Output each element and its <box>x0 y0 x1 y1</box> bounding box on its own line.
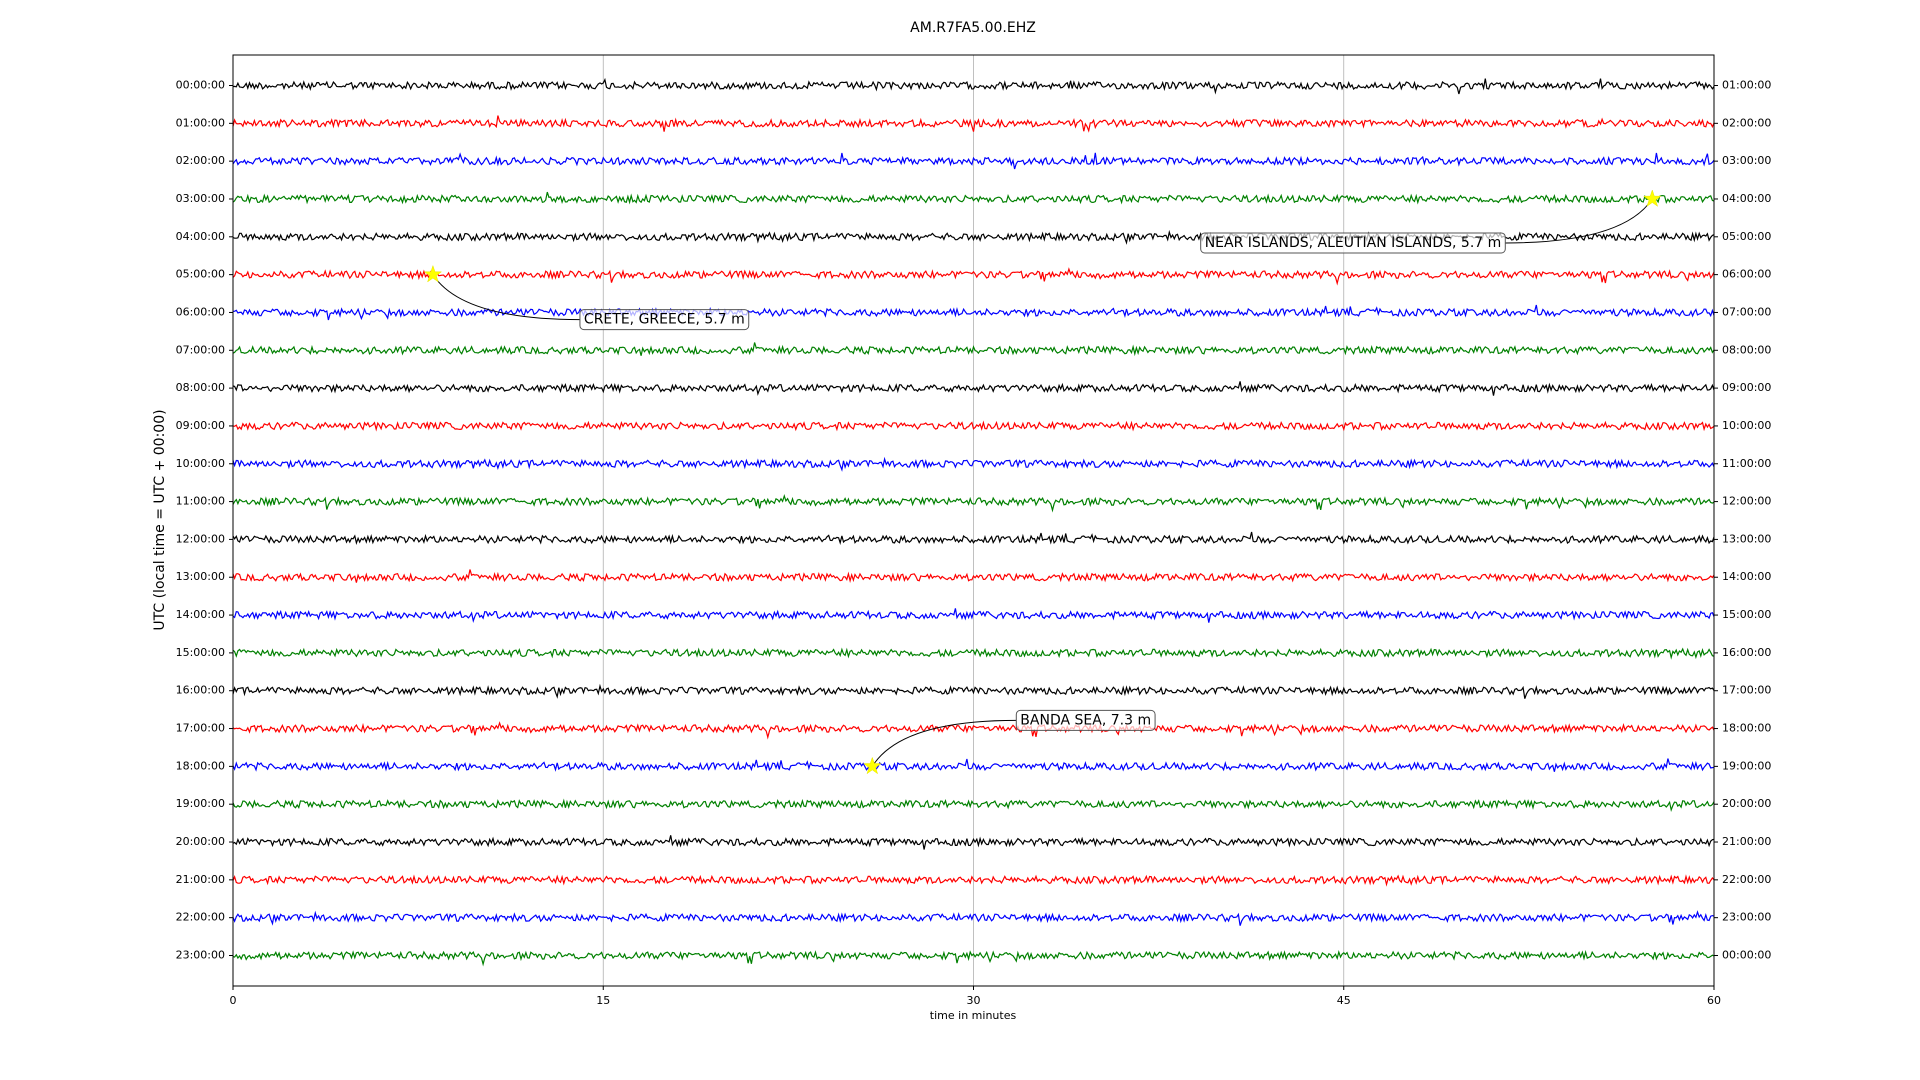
annotation-connector <box>432 274 580 321</box>
seismic-trace <box>232 758 1715 772</box>
x-tick-label: 30 <box>967 994 981 1007</box>
row-label-right: 16:00:00 <box>1722 646 1771 659</box>
seismic-trace <box>232 531 1715 546</box>
row-label-right: 00:00:00 <box>1722 949 1771 962</box>
seismic-trace <box>233 304 1715 321</box>
annotation-box <box>1200 232 1506 254</box>
annotation-label: CRETE, GREECE, 5.7 m <box>584 312 745 328</box>
seismic-trace <box>232 77 1715 95</box>
x-tick-label: 45 <box>1337 994 1351 1007</box>
seismic-trace <box>232 608 1715 623</box>
row-label-left: 17:00:00 <box>176 722 225 735</box>
event-star <box>1642 189 1662 207</box>
event-star <box>423 264 443 283</box>
row-label-left: 07:00:00 <box>176 343 225 356</box>
row-label-right: 01:00:00 <box>1722 79 1771 92</box>
chart-title: AM.R7FA5.00.EHZ <box>910 20 1036 36</box>
seismic-trace <box>232 647 1715 660</box>
x-axis-label: time in minutes <box>930 1009 1017 1022</box>
seismic-trace <box>232 569 1715 584</box>
row-label-right: 05:00:00 <box>1722 230 1771 243</box>
row-label-left: 00:00:00 <box>176 79 225 92</box>
row-label-right: 15:00:00 <box>1722 608 1771 621</box>
row-label-left: 18:00:00 <box>176 759 225 772</box>
row-label-left: 14:00:00 <box>176 608 225 621</box>
row-label-left: 09:00:00 <box>176 419 225 432</box>
y-axis-label: UTC (local time = UTC + 00:00) <box>152 409 168 630</box>
seismic-trace <box>232 191 1715 205</box>
row-label-right: 03:00:00 <box>1722 154 1771 167</box>
row-label-right: 12:00:00 <box>1722 495 1771 508</box>
x-tick-label: 15 <box>596 994 610 1007</box>
row-label-right: 02:00:00 <box>1722 116 1771 129</box>
event-star <box>862 756 882 775</box>
row-label-left: 12:00:00 <box>176 532 225 545</box>
seismic-trace <box>232 721 1715 740</box>
seismic-trace <box>232 494 1715 513</box>
row-label-left: 11:00:00 <box>176 495 225 508</box>
seismic-trace <box>232 267 1715 286</box>
event-annotation: CRETE, GREECE, 5.7 m <box>579 309 750 331</box>
row-label-left: 13:00:00 <box>176 570 225 583</box>
annotation-box <box>1015 709 1156 731</box>
row-label-left: 02:00:00 <box>176 154 225 167</box>
seismic-trace <box>232 874 1715 887</box>
seismic-trace <box>232 910 1715 926</box>
row-label-right: 04:00:00 <box>1722 192 1771 205</box>
row-label-left: 10:00:00 <box>176 457 225 470</box>
row-label-right: 06:00:00 <box>1722 268 1771 281</box>
row-label-right: 10:00:00 <box>1722 419 1771 432</box>
row-label-left: 16:00:00 <box>176 684 225 697</box>
row-label-right: 09:00:00 <box>1722 381 1771 394</box>
row-label-right: 14:00:00 <box>1722 570 1771 583</box>
seismic-trace <box>232 152 1715 170</box>
annotation-label: NEAR ISLANDS, ALEUTIAN ISLANDS, 5.7 m <box>1205 235 1502 251</box>
row-label-right: 07:00:00 <box>1722 305 1771 318</box>
row-label-left: 21:00:00 <box>176 873 225 886</box>
row-label-right: 19:00:00 <box>1722 759 1771 772</box>
seismic-trace <box>232 115 1715 133</box>
row-label-left: 01:00:00 <box>176 116 225 129</box>
event-annotation: BANDA SEA, 7.3 m <box>1015 709 1156 731</box>
seismic-trace <box>232 342 1715 357</box>
event-annotation: NEAR ISLANDS, ALEUTIAN ISLANDS, 5.7 m <box>1200 232 1506 254</box>
row-label-left: 06:00:00 <box>176 305 225 318</box>
seismic-trace <box>232 949 1715 967</box>
seismic-trace <box>232 835 1715 850</box>
row-label-right: 20:00:00 <box>1722 797 1771 810</box>
row-label-left: 15:00:00 <box>176 646 225 659</box>
row-label-right: 13:00:00 <box>1722 532 1771 545</box>
row-label-right: 21:00:00 <box>1722 835 1771 848</box>
row-label-left: 19:00:00 <box>176 797 225 810</box>
seismic-trace <box>232 420 1715 432</box>
row-label-right: 23:00:00 <box>1722 911 1771 924</box>
row-label-left: 04:00:00 <box>176 230 225 243</box>
row-label-right: 22:00:00 <box>1722 873 1771 886</box>
row-label-left: 03:00:00 <box>176 192 225 205</box>
x-tick-label: 60 <box>1707 994 1721 1007</box>
seismic-trace <box>232 456 1715 472</box>
row-label-right: 17:00:00 <box>1722 684 1771 697</box>
row-label-left: 05:00:00 <box>176 268 225 281</box>
x-tick-label: 0 <box>230 994 237 1007</box>
seismic-trace <box>232 798 1715 813</box>
plot-frame <box>232 54 1715 987</box>
row-label-right: 08:00:00 <box>1722 343 1771 356</box>
row-label-left: 08:00:00 <box>176 381 225 394</box>
annotation-connector <box>1505 198 1653 244</box>
row-label-left: 23:00:00 <box>176 949 225 962</box>
row-label-left: 20:00:00 <box>176 835 225 848</box>
row-label-right: 18:00:00 <box>1722 722 1771 735</box>
annotation-connector <box>871 719 1017 767</box>
seismic-trace <box>232 381 1715 396</box>
row-label-left: 22:00:00 <box>176 911 225 924</box>
seismic-trace <box>232 683 1715 699</box>
row-label-right: 11:00:00 <box>1722 457 1771 470</box>
annotation-box <box>579 309 750 331</box>
annotation-label: BANDA SEA, 7.3 m <box>1020 712 1151 728</box>
